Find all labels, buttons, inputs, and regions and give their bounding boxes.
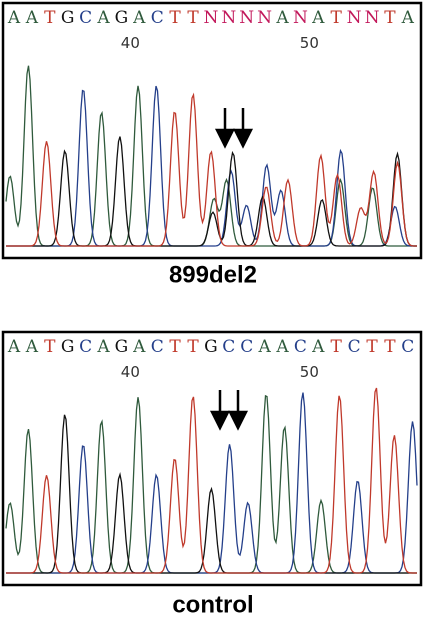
- panel-frame: [1, 330, 423, 587]
- base-letter: N: [365, 8, 380, 28]
- base-letter: T: [187, 337, 199, 357]
- arrow-head: [209, 410, 231, 431]
- caption: control: [172, 591, 253, 618]
- trace: [6, 85, 417, 247]
- base-letter: G: [115, 337, 129, 357]
- base-letter: A: [257, 337, 271, 357]
- arrow-head: [232, 128, 254, 149]
- position-label: 40: [121, 363, 140, 381]
- base-letter: T: [331, 8, 343, 28]
- base-letter: A: [7, 337, 21, 357]
- trace: [6, 136, 417, 247]
- base-letter: N: [293, 8, 308, 28]
- base-letter: C: [222, 337, 235, 357]
- base-letter: N: [239, 8, 254, 28]
- base-letter: A: [7, 8, 21, 28]
- base-letter: C: [401, 337, 414, 357]
- caption: 899del2: [169, 261, 257, 288]
- base-letter: T: [366, 337, 378, 357]
- base-letter: A: [25, 8, 39, 28]
- traces: [5, 387, 418, 574]
- base-letter: C: [79, 8, 92, 28]
- base-letter: A: [25, 337, 39, 357]
- base-letter: G: [204, 337, 218, 357]
- base-letter: T: [44, 8, 56, 28]
- trace: [6, 387, 417, 574]
- base-letter: C: [348, 337, 361, 357]
- base-letter: A: [401, 8, 415, 28]
- arrow-head: [214, 128, 236, 149]
- base-letter: T: [384, 337, 396, 357]
- position-label: 50: [300, 34, 319, 52]
- base-letter: T: [169, 8, 181, 28]
- base-letter: T: [44, 337, 56, 357]
- base-letter: C: [151, 8, 164, 28]
- base-letter: N: [203, 8, 218, 28]
- base-letter: T: [384, 8, 396, 28]
- base-letter: N: [257, 8, 272, 28]
- position-label: 50: [300, 363, 319, 381]
- base-letter: A: [96, 8, 110, 28]
- base-letter: A: [311, 337, 325, 357]
- base-letter: A: [275, 8, 289, 28]
- base-letter: C: [79, 337, 92, 357]
- base-letter: N: [347, 8, 362, 28]
- base-letter: C: [240, 337, 253, 357]
- base-letter: A: [132, 337, 146, 357]
- arrow-head: [227, 410, 249, 431]
- base-letter: T: [169, 337, 181, 357]
- traces: [5, 65, 417, 247]
- base-letter: C: [151, 337, 164, 357]
- base-letter: C: [294, 337, 307, 357]
- panel-frame: [1, 1, 423, 260]
- base-letter: G: [61, 337, 75, 357]
- base-letter: T: [187, 8, 199, 28]
- base-letter: A: [132, 8, 146, 28]
- base-letter: G: [61, 8, 75, 28]
- base-letter: T: [331, 337, 343, 357]
- base-letter: G: [115, 8, 129, 28]
- base-letter: N: [221, 8, 236, 28]
- trace: [6, 92, 417, 247]
- base-letter: A: [311, 8, 325, 28]
- position-label: 40: [121, 34, 140, 52]
- base-letter: A: [275, 337, 289, 357]
- trace: [6, 414, 417, 574]
- arrows: [209, 108, 254, 431]
- base-letter: A: [96, 337, 110, 357]
